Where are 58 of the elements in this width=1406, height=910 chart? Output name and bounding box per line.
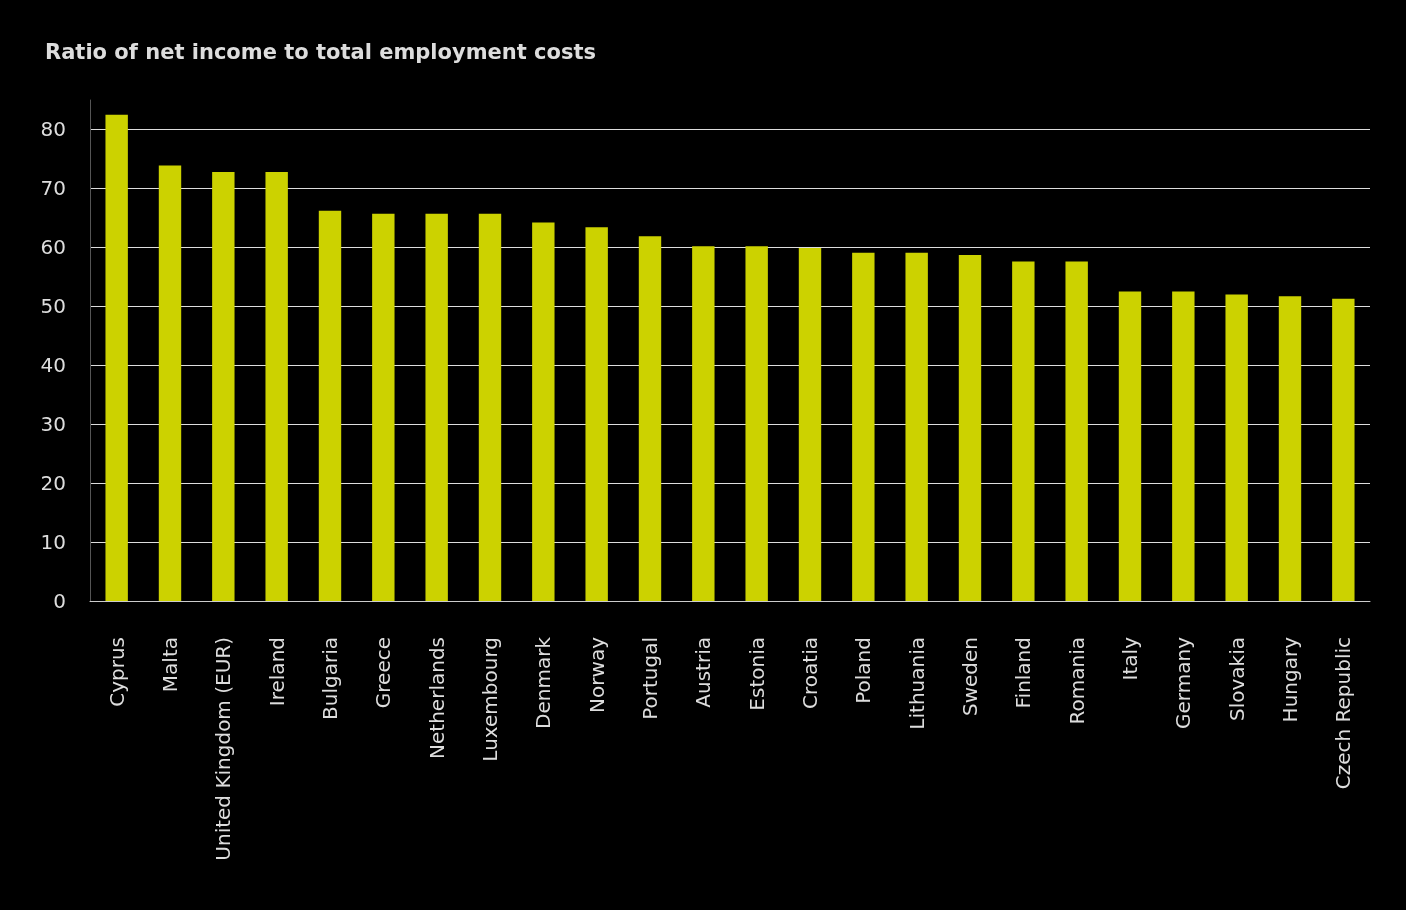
bar: [532, 222, 555, 601]
x-tick-label: Germany: [1171, 636, 1196, 729]
bar: [585, 227, 608, 601]
x-tick-label: Hungary: [1278, 636, 1302, 723]
bar: [905, 252, 928, 601]
x-tick-label: Italy: [1118, 636, 1142, 681]
bar: [265, 171, 288, 601]
x-tick-label: Malta: [158, 637, 182, 693]
x-tick-label: Greece: [371, 637, 396, 709]
bar: [1065, 261, 1088, 601]
bar: [425, 213, 448, 601]
bar: [1278, 296, 1302, 601]
y-tick-label: 10: [40, 530, 66, 555]
bar: [638, 236, 662, 601]
x-tick-label: Ireland: [264, 637, 289, 707]
bar: [372, 213, 395, 601]
x-tick-label: Austria: [691, 637, 716, 708]
bar: [1118, 291, 1142, 601]
x-tick-label: Finland: [1011, 637, 1036, 709]
x-tick-label: Cyprus: [104, 637, 129, 707]
bar: [318, 210, 342, 601]
x-tick-label: Croatia: [798, 637, 822, 709]
y-tick-label: 0: [53, 589, 66, 613]
y-tick-label: 70: [40, 176, 66, 201]
x-tick-label: Netherlands: [424, 637, 449, 759]
y-tick-label: 30: [40, 412, 66, 437]
y-tick-label: 60: [40, 235, 66, 260]
y-tick-label: 40: [40, 353, 66, 378]
x-tick-label: Denmark: [531, 636, 556, 729]
x-tick-label: Portugal: [638, 637, 662, 720]
x-tick-label: United Kingdom (EUR): [211, 637, 236, 861]
y-tick-label: 50: [40, 294, 66, 319]
bar: [798, 247, 822, 601]
bar: [1225, 294, 1248, 601]
bar: [745, 246, 768, 601]
x-tick-label: Bulgaria: [318, 637, 342, 720]
chart-title: Ratio of net income to total employment costs: [45, 39, 596, 64]
x-tick-label: Norway: [584, 636, 609, 713]
x-tick-label: Sweden: [958, 637, 982, 717]
x-tick-label: Luxembourg: [478, 637, 502, 762]
bar: [852, 252, 875, 601]
bar: [158, 165, 182, 601]
bar: [105, 114, 128, 601]
x-tick-label: Slovakia: [1224, 637, 1249, 721]
bar: [212, 171, 235, 601]
bar: [478, 213, 502, 601]
x-tick-label: Lithuania: [904, 637, 929, 730]
x-tick-label: Czech Republic: [1331, 637, 1356, 790]
bar: [958, 255, 982, 601]
x-tick-label: Estonia: [744, 637, 769, 711]
y-tick-label: 20: [40, 471, 66, 496]
y-tick-label: 80: [40, 117, 66, 142]
bar: [1332, 298, 1355, 601]
x-tick-label: Romania: [1064, 637, 1089, 725]
bar: [1172, 291, 1195, 601]
bar: [1012, 261, 1035, 601]
bar: [692, 246, 715, 601]
x-tick-label: Poland: [851, 637, 876, 704]
